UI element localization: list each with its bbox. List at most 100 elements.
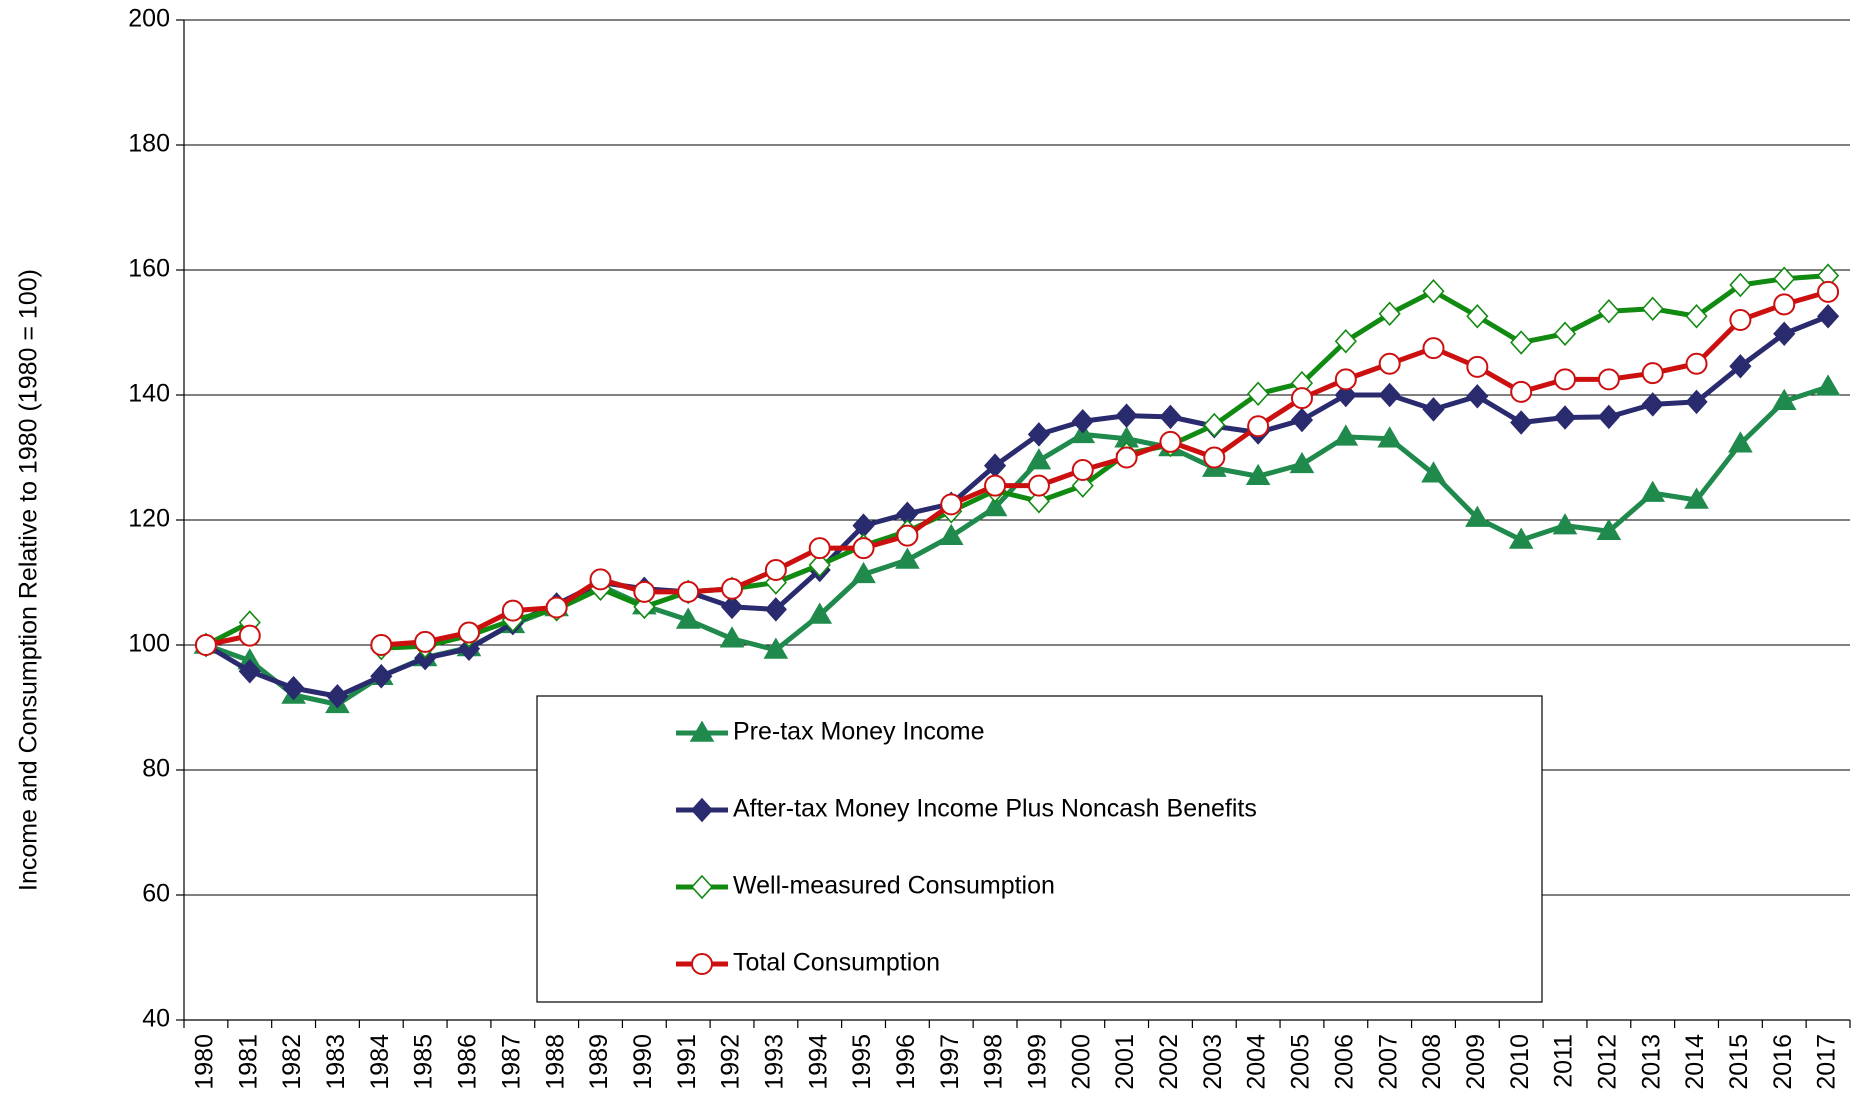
marker [720,594,744,620]
marker [895,547,920,569]
marker [764,559,787,581]
series-line [205,384,1829,707]
marker [1685,352,1708,375]
legend-label: Total Consumption [733,949,940,977]
marker [282,675,305,701]
marker [1640,480,1666,502]
marker [1334,329,1357,354]
marker [1685,389,1708,415]
marker [1729,309,1752,331]
x-tick-label: 1991 [673,1034,701,1090]
marker [1290,387,1313,410]
marker [1597,368,1620,391]
legend: Pre-tax Money Income After-tax Money Inco… [536,695,1543,1003]
marker [1729,354,1752,379]
marker [1773,293,1796,316]
x-tick-label: 2006 [1330,1034,1358,1090]
y-tick-label: 180 [128,130,170,158]
x-tick-label: 1992 [717,1034,745,1090]
x-tick-label: 2013 [1637,1034,1665,1090]
x-tick-label: 1987 [497,1034,525,1090]
marker [1289,451,1315,474]
x-tick-label: 1980 [191,1034,219,1090]
x-tick-label: 2016 [1769,1034,1797,1090]
x-tick-label: 1989 [585,1034,613,1090]
legend-label: Well-measured Consumption [733,872,1055,900]
marker [1466,384,1489,409]
x-tick-label: 1983 [322,1034,350,1090]
marker [1245,463,1271,485]
marker [1247,415,1270,438]
marker [1159,430,1182,453]
marker [1728,431,1753,453]
x-tick-label: 2005 [1287,1034,1315,1090]
y-tick-label: 40 [142,1005,170,1033]
x-tick-label: 1985 [410,1034,438,1090]
x-tick-label: 2009 [1462,1034,1490,1090]
marker [457,636,481,661]
marker [633,580,656,603]
x-tick-label: 1999 [1024,1034,1052,1090]
y-tick-label: 80 [142,755,170,783]
marker [1510,330,1533,355]
y-tick-label: 60 [142,880,170,908]
legend-box [536,695,1543,1003]
marker [1421,461,1446,483]
marker [896,524,919,547]
marker [1773,266,1796,291]
marker [1422,279,1445,304]
x-tick-label: 2002 [1155,1034,1183,1090]
marker [851,561,876,584]
x-tick-label: 1997 [936,1034,964,1090]
x-tick-label: 2011 [1550,1034,1578,1088]
marker [1510,380,1533,403]
x-tick-label: 1995 [848,1034,876,1090]
marker [1771,388,1797,410]
marker [1290,407,1314,433]
x-tick-label: 1990 [629,1034,657,1090]
marker [1378,301,1401,326]
marker [1378,352,1401,375]
marker [1422,337,1445,360]
x-tick-label: 2003 [1199,1034,1227,1090]
marker [1510,410,1533,435]
marker [1071,473,1094,498]
y-tick-label: 120 [128,505,170,533]
marker [1508,527,1534,549]
marker [589,568,612,591]
marker [1466,355,1489,378]
marker [808,552,831,578]
marker [1817,280,1840,303]
x-tick-label: 1986 [454,1034,482,1090]
marker [719,626,745,648]
marker [1334,382,1357,408]
marker [1027,474,1050,497]
marker [852,537,875,560]
marker [1159,404,1182,430]
marker [940,493,963,516]
x-tick-label: 2012 [1593,1034,1621,1090]
marker [1026,448,1052,470]
marker [1378,382,1401,408]
marker [1027,422,1051,447]
marker [1115,403,1138,428]
marker [501,599,524,622]
marker [1773,321,1796,346]
marker [1465,505,1490,527]
marker [982,495,1008,517]
x-tick-label: 1996 [892,1034,920,1090]
marker [721,577,744,600]
legend-label: Pre-tax Money Income [733,718,985,746]
marker [808,537,831,560]
marker [194,634,217,656]
x-tick-label: 1994 [804,1034,832,1090]
legend-marker [690,874,714,900]
marker [326,684,349,709]
marker [807,602,833,624]
legend-marker [690,797,714,823]
marker [545,596,568,619]
marker [1466,304,1489,329]
x-tick-label: 1981 [234,1034,262,1090]
series-line [205,289,1829,648]
marker [1203,412,1226,438]
